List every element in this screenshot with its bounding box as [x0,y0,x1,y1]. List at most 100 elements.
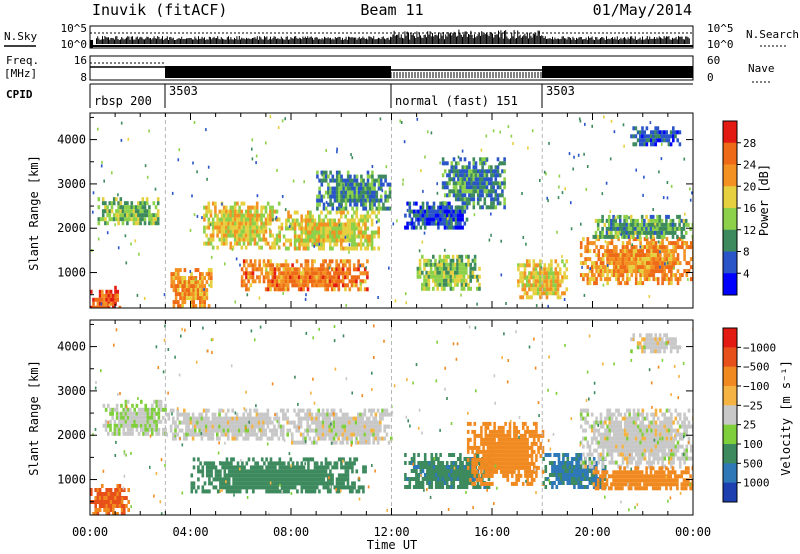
echo-cell [639,245,642,249]
echo-cell [385,165,388,169]
echo-cell [645,273,649,278]
echo-cell [589,267,591,271]
echo-cell [359,264,361,268]
echo-cell [528,275,531,280]
echo-cell [172,288,176,293]
echo-cell [264,221,268,226]
nsky-bar [332,38,334,44]
echo-cell [198,424,201,429]
echo-cell [400,121,403,124]
echo-cell [645,241,649,246]
nsky-bar [242,38,244,44]
nsky-bar [387,37,389,44]
echo-cell [443,205,447,210]
echo-cell [225,213,228,218]
echo-cell [189,228,192,232]
echo-cell [318,222,321,227]
echo-cell [564,187,566,191]
echo-cell [428,209,431,214]
echo-cell [201,216,203,220]
echo-cell [177,276,180,281]
echo-cell [282,271,286,276]
echo-cell [561,279,564,284]
echo-cell [214,477,218,482]
echo-cell [324,424,327,429]
echo-cell [403,140,406,144]
echo-cell [282,432,285,437]
echo-cell [614,218,618,223]
echo-cell [240,217,244,222]
echo-cell [352,275,356,280]
echo-cell [523,291,527,296]
echo-cell [423,221,427,226]
echo-cell [606,277,609,282]
nsky-bar [566,39,568,44]
echo-cell [174,296,178,301]
echo-cell [231,225,235,230]
echo-cell [652,134,655,139]
echo-cell [249,428,252,433]
echo-cell [199,469,202,474]
echo-cell [532,271,536,276]
echo-cell [242,416,245,421]
echo-cell [636,234,640,239]
echo-cell [251,428,254,433]
echo-cell [412,221,416,226]
nsky-bar [122,38,124,44]
echo-cell [282,267,286,272]
echo-cell [249,477,253,482]
echo-cell [315,440,318,445]
echo-cell [123,213,127,218]
echo-cell [459,209,462,214]
echo-cell [154,217,158,222]
echo-cell [196,296,200,301]
echo-cell [307,222,310,227]
echo-cell [218,436,221,441]
echo-cell [649,214,653,219]
echo-cell [353,182,357,187]
echo-cell [101,484,104,488]
echo-cell [311,473,315,478]
echo-cell [654,230,657,235]
nsky-bar [198,36,199,44]
echo-cell [174,272,178,277]
echo-cell [360,202,363,207]
echo-cell [465,254,468,259]
echo-cell [637,131,639,135]
echo-cell [247,241,250,246]
echo-cell [338,170,341,175]
echo-cell [120,138,123,142]
echo-cell [227,217,230,222]
echo-cell [122,411,125,416]
nsky-bar [511,32,513,44]
echo-cell [683,257,686,262]
echo-cell [276,485,279,490]
echo-cell [386,198,390,203]
echo-cell [200,424,204,429]
nsky-label: N.Sky [4,30,37,43]
echo-cell [122,407,125,412]
echo-cell [610,230,613,235]
echo-cell [476,201,480,206]
echo-cell [297,283,301,288]
echo-cell [487,177,491,182]
echo-cell [244,416,248,421]
echo-cell [191,416,195,421]
echo-cell [349,194,352,199]
echo-cell [302,440,305,445]
nsky-bar [194,36,196,44]
echo-cell [293,477,297,482]
echo-cell [307,214,310,219]
echo-cell [643,269,647,274]
echo-cell [658,230,662,235]
echo-cell [465,197,469,202]
echo-cell [280,465,284,470]
echo-cell [121,217,125,222]
echo-cell [297,416,301,421]
echo-cell [273,287,277,292]
echo-cell [373,186,376,191]
echo-cell [265,477,268,482]
nsky-bar [153,36,155,44]
echo-cell [105,289,108,294]
echo-cell [337,263,341,268]
